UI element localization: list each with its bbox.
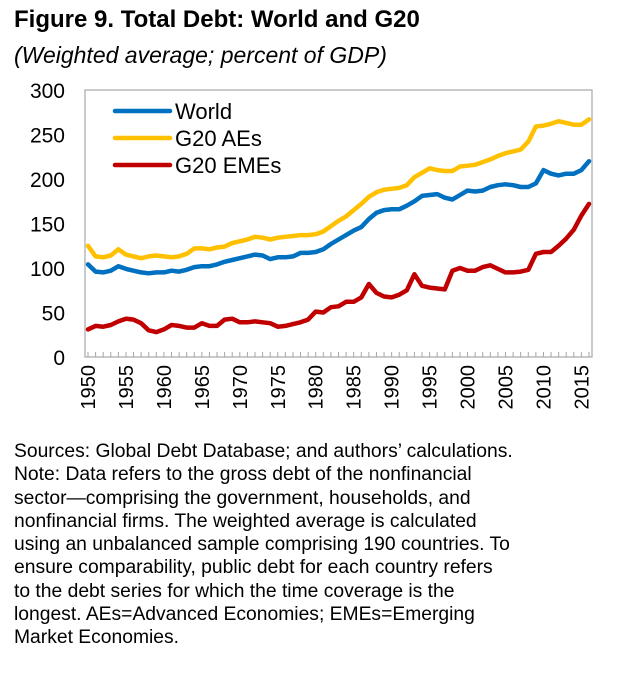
y-tick-label: 300 bbox=[30, 80, 65, 103]
figure-subtitle: (Weighted average; percent of GDP) bbox=[14, 42, 387, 68]
y-tick-label: 250 bbox=[30, 125, 65, 148]
notes-line: Market Economies. bbox=[14, 627, 180, 649]
x-tick-label: 2000 bbox=[458, 365, 480, 410]
notes-line: longest. AEs=Advanced Economies; EMEs=Em… bbox=[14, 604, 475, 626]
x-tick-label: 1990 bbox=[382, 365, 404, 410]
x-tick-label: 1985 bbox=[344, 365, 366, 410]
x-tick-label: 1960 bbox=[154, 365, 176, 410]
notes-line: Note: Data refers to the gross debt of t… bbox=[14, 464, 472, 486]
x-tick-label: 1955 bbox=[116, 365, 138, 410]
notes-line: ensure comparability, public debt for ea… bbox=[14, 557, 493, 579]
line-chart: 0 50 100 150 200 250 300 1950 1955 1960 1965 1970 19… bbox=[30, 80, 593, 410]
y-tick-label: 0 bbox=[53, 347, 65, 370]
x-tick-label: 2005 bbox=[496, 365, 518, 410]
notes-line: sector—comprising the government, househ… bbox=[14, 487, 471, 509]
y-tick-label: 200 bbox=[30, 169, 65, 192]
notes-line: using an unbalanced sample comprising 19… bbox=[14, 534, 510, 556]
notes-line: to the debt series for which the time co… bbox=[14, 580, 455, 602]
x-tick-label: 1980 bbox=[306, 365, 328, 410]
notes-line: Sources: Global Debt Database; and autho… bbox=[14, 441, 513, 462]
legend-label: G20 AEs bbox=[175, 126, 262, 151]
series-line-world bbox=[85, 158, 592, 276]
legend-label: World bbox=[175, 99, 232, 124]
x-tick-label: 1950 bbox=[78, 365, 100, 410]
notes-line: nonfinancial firms. The weighted average… bbox=[14, 510, 477, 532]
series-line-g20-aes bbox=[85, 117, 592, 261]
x-tick-label: 1995 bbox=[420, 365, 442, 410]
legend-label: G20 EMEs bbox=[175, 153, 281, 178]
series-line-g20-emes bbox=[85, 201, 592, 335]
x-tick-label: 1970 bbox=[230, 365, 252, 410]
x-tick-label: 1965 bbox=[192, 365, 214, 410]
x-tick-label: 2010 bbox=[533, 365, 555, 410]
y-tick-label: 150 bbox=[30, 214, 65, 237]
x-tick-label: 2015 bbox=[571, 365, 593, 410]
y-tick-label: 100 bbox=[30, 258, 65, 281]
notes: Sources: Global Debt Database; and autho… bbox=[14, 440, 619, 650]
x-tick-label: 1975 bbox=[268, 365, 290, 410]
y-tick-label: 50 bbox=[42, 303, 65, 326]
figure-title: Figure 9. Total Debt: World and G20 bbox=[14, 6, 420, 33]
